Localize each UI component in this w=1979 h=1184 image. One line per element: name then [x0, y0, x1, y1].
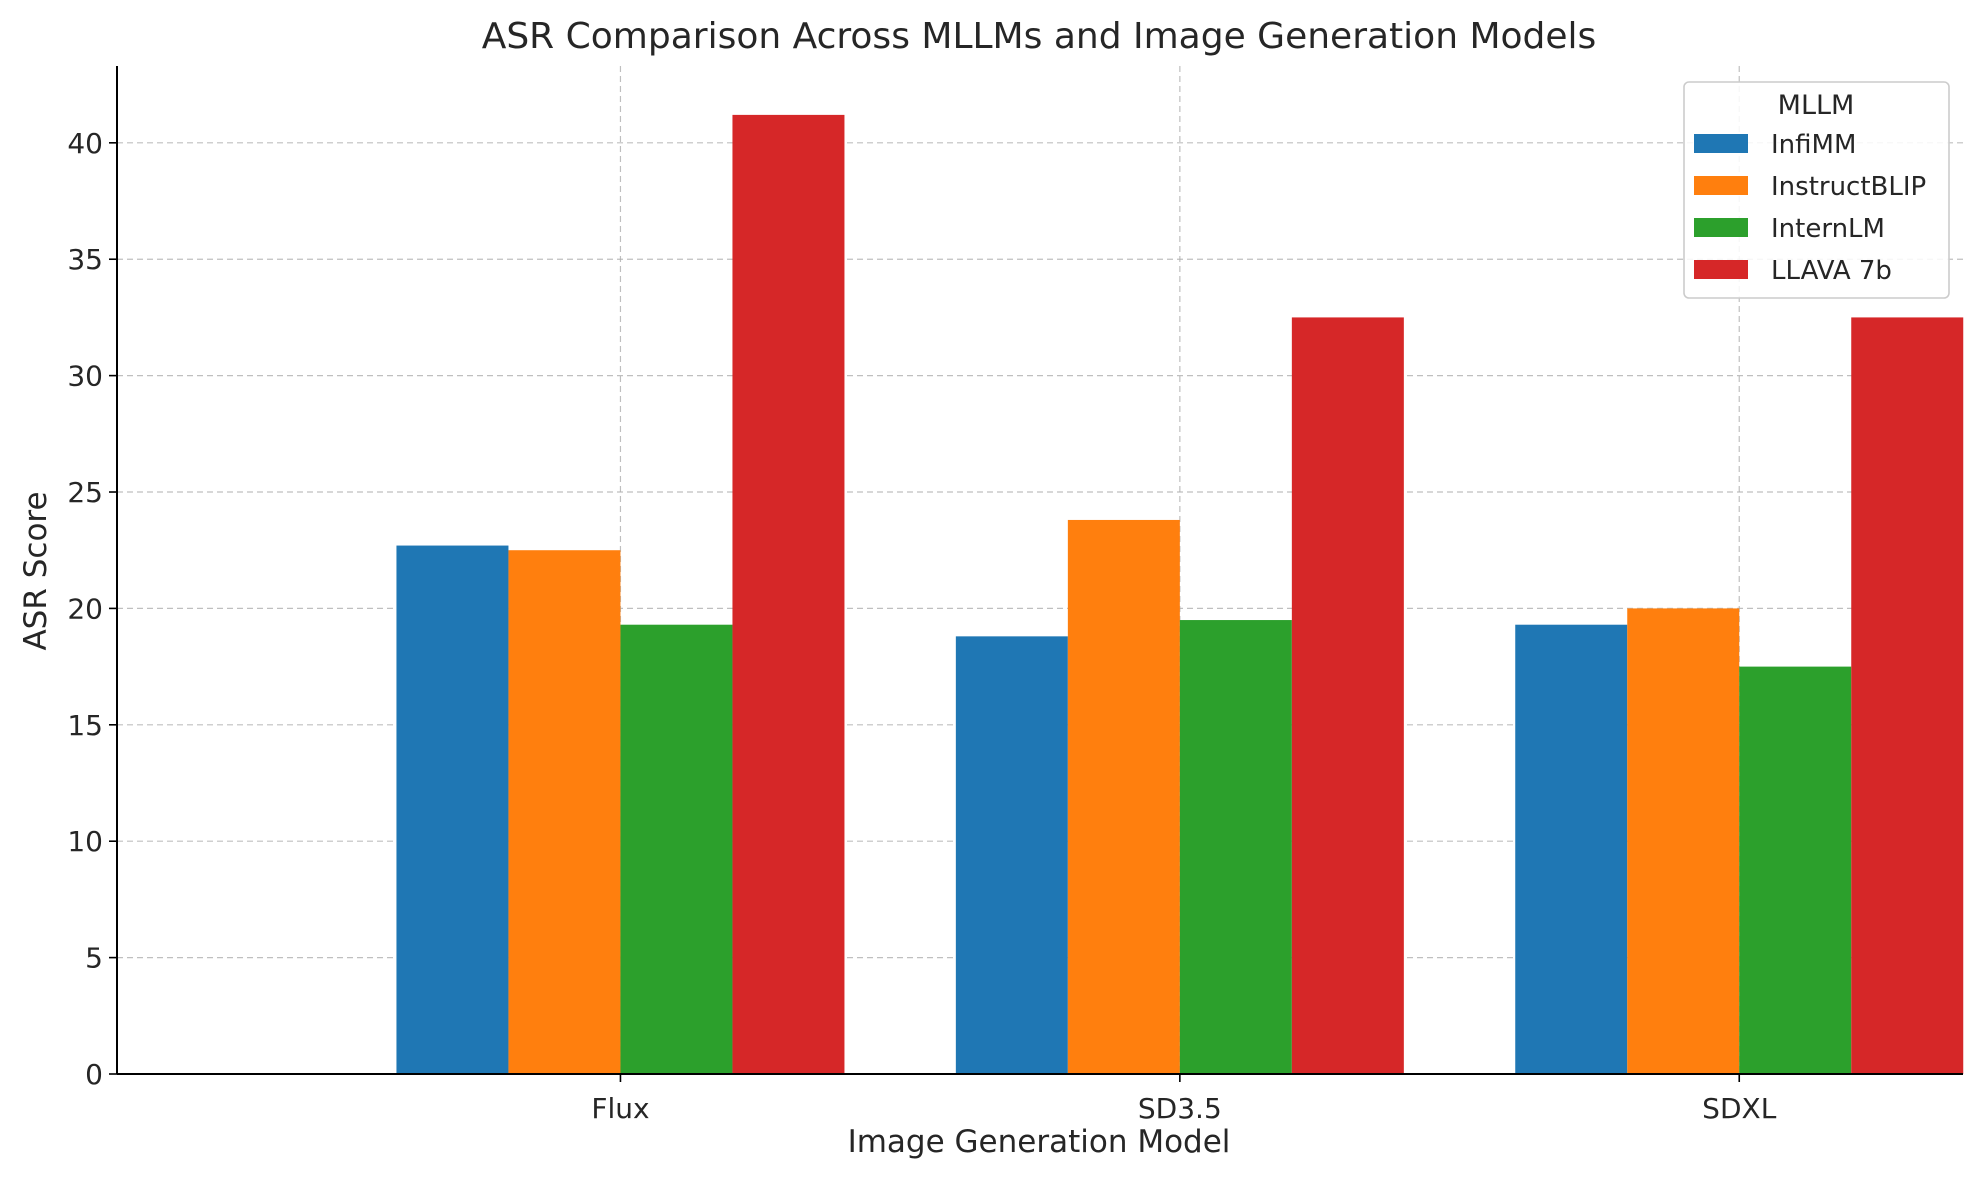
y-tick-label: 0: [85, 1058, 103, 1091]
legend-swatch: [1694, 260, 1748, 279]
y-tick-label: 25: [67, 476, 103, 509]
legend-title: MLLM: [1778, 90, 1855, 121]
bar-infimm-sdxl: [1515, 624, 1628, 1074]
bar-instructblip-sdxl: [1627, 608, 1740, 1074]
bar-llava-7b-sd35: [1291, 317, 1404, 1075]
y-tick-label: 15: [67, 709, 103, 742]
x-axis-title: Image Generation Model: [848, 1124, 1231, 1160]
bar-internlm-sdxl: [1739, 666, 1852, 1074]
x-tick-label: SDXL: [1702, 1092, 1777, 1125]
y-tick-label: 10: [67, 825, 103, 858]
legend-swatch: [1694, 134, 1748, 153]
bar-instructblip-sd35: [1067, 519, 1180, 1074]
legend-label: LLAVA 7b: [1771, 256, 1892, 286]
legend-label: InstructBLIP: [1771, 172, 1926, 202]
legend-label: InfiMM: [1771, 130, 1856, 160]
axes-layer: [116, 66, 1963, 1075]
y-tick-label: 20: [67, 592, 103, 625]
y-tick-label: 30: [67, 360, 103, 393]
bar-internlm-sd35: [1179, 620, 1292, 1074]
x-tick-label: Flux: [591, 1092, 649, 1125]
bar-internlm-flux: [620, 624, 733, 1074]
bar-infimm-sd35: [955, 636, 1068, 1074]
bar-llava-7b-flux: [732, 114, 845, 1074]
bar-infimm-flux: [396, 545, 509, 1074]
bars-layer: [396, 114, 1964, 1075]
ticks-layer: 0 5 10 15 20 25 30 35 40 Flux SD3.5 SDXL: [67, 127, 1776, 1125]
y-axis-title: ASR Score: [18, 491, 54, 650]
legend-swatch: [1694, 176, 1748, 195]
x-tick-label: SD3.5: [1138, 1092, 1222, 1125]
legend-items: InfiMM InstructBLIP InternLM LLAVA 7b: [1694, 130, 1926, 286]
y-tick-label: 35: [67, 243, 103, 276]
legend-swatch: [1694, 218, 1748, 237]
bar-llava-7b-sdxl: [1851, 317, 1964, 1075]
bar-instructblip-flux: [508, 550, 621, 1074]
y-tick-label: 40: [67, 127, 103, 160]
legend-label: InternLM: [1771, 214, 1885, 244]
legend-box: [1683, 81, 1950, 299]
legend: MLLM InfiMM InstructBLIP InternLM LLAVA 7b: [1683, 81, 1950, 299]
y-tick-label: 5: [85, 942, 103, 975]
chart-title: ASR Comparison Across MLLMs and Image Ge…: [482, 16, 1597, 57]
